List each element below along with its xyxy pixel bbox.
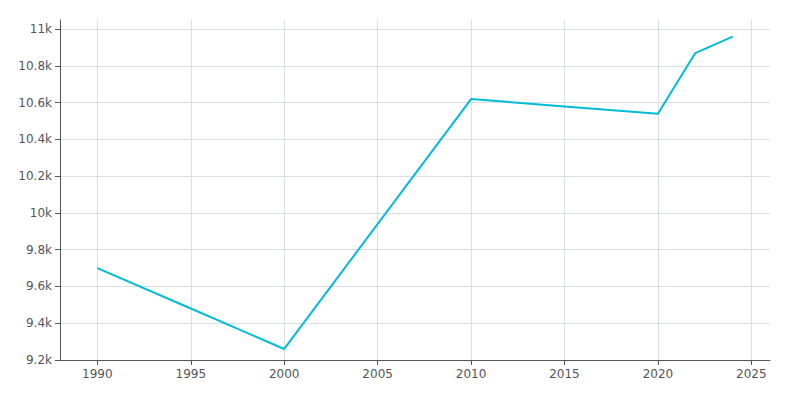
svg-text:2010: 2010 — [456, 367, 487, 381]
svg-text:9.8k: 9.8k — [26, 243, 52, 257]
svg-text:11k: 11k — [30, 22, 52, 36]
svg-text:10k: 10k — [30, 206, 52, 220]
svg-text:10.6k: 10.6k — [18, 96, 52, 110]
svg-text:1995: 1995 — [176, 367, 207, 381]
svg-text:9.2k: 9.2k — [26, 353, 52, 367]
svg-text:2025: 2025 — [736, 367, 767, 381]
svg-text:2020: 2020 — [643, 367, 674, 381]
svg-text:2005: 2005 — [362, 367, 393, 381]
svg-text:10.2k: 10.2k — [18, 169, 52, 183]
svg-text:10.8k: 10.8k — [18, 59, 52, 73]
svg-text:9.6k: 9.6k — [26, 279, 52, 293]
svg-text:2015: 2015 — [549, 367, 580, 381]
svg-text:10.4k: 10.4k — [18, 132, 52, 146]
svg-text:2000: 2000 — [269, 367, 300, 381]
svg-text:9.4k: 9.4k — [26, 316, 52, 330]
svg-text:1990: 1990 — [82, 367, 113, 381]
